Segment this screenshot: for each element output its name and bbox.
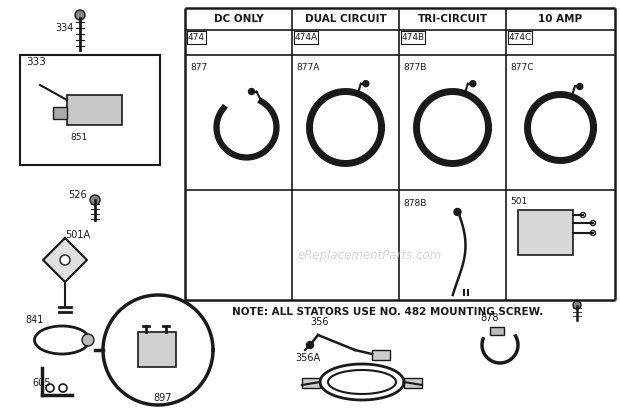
Circle shape xyxy=(590,221,595,225)
Text: 501: 501 xyxy=(510,197,527,206)
Text: 841: 841 xyxy=(25,315,43,325)
Bar xyxy=(508,31,532,44)
Text: 356A: 356A xyxy=(295,353,320,363)
Text: 878: 878 xyxy=(480,313,499,323)
Text: 877B: 877B xyxy=(403,63,427,71)
Text: 10 AMP: 10 AMP xyxy=(538,14,583,24)
Text: eReplacementParts.com: eReplacementParts.com xyxy=(298,248,442,262)
Bar xyxy=(67,95,122,125)
Text: 605: 605 xyxy=(32,378,50,388)
Text: TRI-CIRCUIT: TRI-CIRCUIT xyxy=(417,14,487,24)
Text: 526: 526 xyxy=(68,190,87,200)
Text: 474C: 474C xyxy=(508,33,531,42)
Circle shape xyxy=(580,212,585,217)
Circle shape xyxy=(590,230,595,235)
Circle shape xyxy=(363,81,369,87)
Bar xyxy=(401,31,425,44)
Circle shape xyxy=(454,209,461,216)
Text: 877: 877 xyxy=(190,63,207,71)
Circle shape xyxy=(306,342,314,349)
Text: DC ONLY: DC ONLY xyxy=(214,14,264,24)
Bar xyxy=(138,332,176,367)
Bar xyxy=(518,210,573,255)
Circle shape xyxy=(573,301,581,309)
Circle shape xyxy=(82,334,94,346)
Text: 474A: 474A xyxy=(294,33,317,42)
Text: 474B: 474B xyxy=(401,33,425,42)
Bar xyxy=(53,107,67,119)
Polygon shape xyxy=(43,238,87,282)
Text: 877A: 877A xyxy=(296,63,319,71)
Text: 474: 474 xyxy=(188,33,205,42)
Circle shape xyxy=(59,384,67,392)
Bar xyxy=(20,55,160,165)
Text: 501A: 501A xyxy=(65,230,90,240)
Bar xyxy=(372,350,390,360)
Text: 877C: 877C xyxy=(510,63,533,71)
Text: 333: 333 xyxy=(26,57,46,67)
Bar xyxy=(490,327,504,335)
Text: 878B: 878B xyxy=(403,199,427,209)
Circle shape xyxy=(577,84,583,89)
Bar xyxy=(187,31,206,44)
Bar xyxy=(302,378,320,388)
Text: 356: 356 xyxy=(310,317,329,327)
Text: DUAL CIRCUIT: DUAL CIRCUIT xyxy=(304,14,386,24)
Circle shape xyxy=(75,10,85,20)
Text: 851: 851 xyxy=(70,133,87,142)
Text: 897: 897 xyxy=(154,393,172,403)
Bar xyxy=(404,378,422,388)
Bar xyxy=(294,31,318,44)
Circle shape xyxy=(60,255,70,265)
Circle shape xyxy=(470,81,476,87)
Circle shape xyxy=(90,195,100,205)
Circle shape xyxy=(249,89,254,94)
Circle shape xyxy=(46,384,54,392)
Text: NOTE: ALL STATORS USE NO. 482 MOUNTING SCREW.: NOTE: ALL STATORS USE NO. 482 MOUNTING S… xyxy=(232,307,544,317)
Circle shape xyxy=(37,82,43,88)
Text: 334: 334 xyxy=(56,23,74,33)
